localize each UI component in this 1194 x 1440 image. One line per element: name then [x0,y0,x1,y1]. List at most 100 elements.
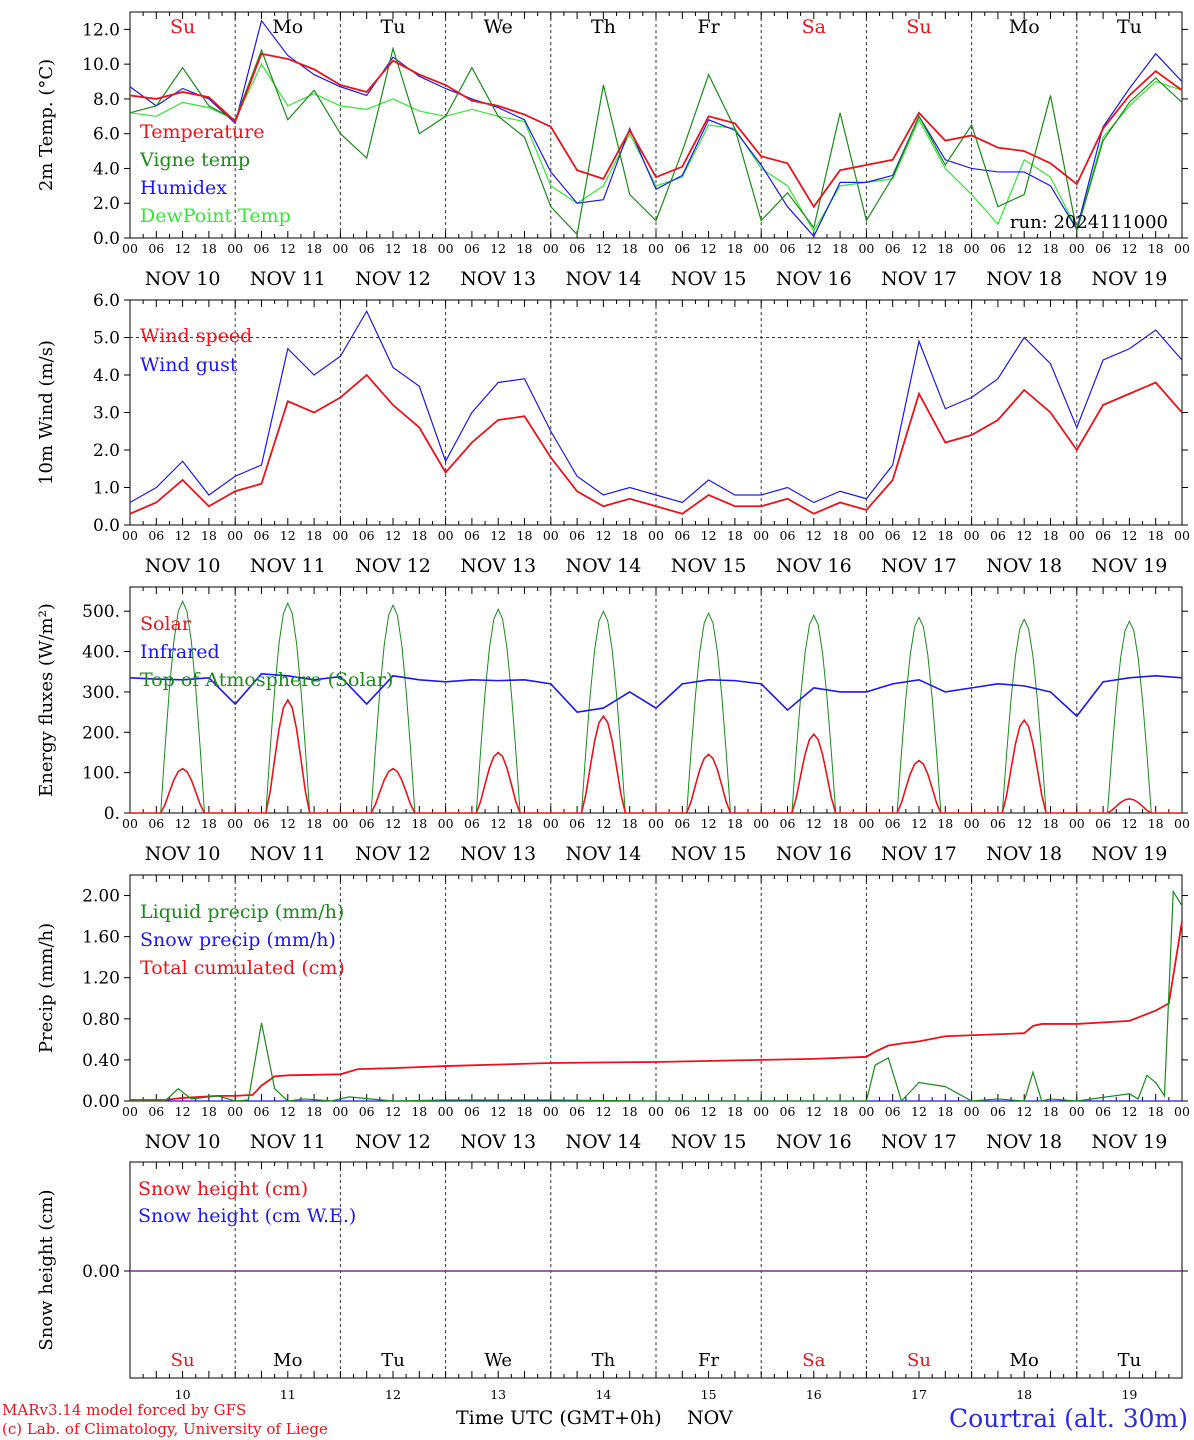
hour-label: 06 [464,816,480,831]
hour-label: 00 [227,1104,243,1119]
date-label: NOV 11 [250,555,326,577]
hour-label: 12 [701,816,717,831]
hour-label: 12 [595,1104,611,1119]
hour-label: 12 [175,528,191,543]
hour-label: 18 [937,241,953,256]
y-tick-label: 5.0 [93,329,120,349]
hour-label: 12 [175,1104,191,1119]
hour-label: 00 [438,528,454,543]
hour-label: 18 [517,1104,533,1119]
hour-label: 18 [517,816,533,831]
hour-label: 06 [148,241,164,256]
hour-label: 18 [411,816,427,831]
legend-entry: Snow height (cm) [138,1178,308,1200]
weekday-label-bottom: Tu [1118,1350,1142,1371]
footer: MARv3.14 model forced by GFS (c) Lab. of… [2,1401,1188,1438]
legend-entry: Liquid precip (mm/h) [140,901,344,923]
date-label: NOV 14 [565,268,641,290]
y-tick-label: 0.00 [82,1262,120,1282]
time-axis-title: Time UTC (GMT+0h) [456,1407,662,1429]
hour-label: 18 [306,528,322,543]
hour-label: 00 [438,241,454,256]
legend-entry: Total cumulated (cm) [140,957,345,979]
hour-label: 06 [674,528,690,543]
weekday-label-top: Mo [1009,16,1040,38]
legend-entry: Snow precip (mm/h) [140,929,336,951]
date-label: NOV 15 [671,268,747,290]
hour-label: 00 [858,241,874,256]
hour-label: 12 [1121,528,1137,543]
day-number-label: 18 [1016,1387,1032,1402]
hour-label: 00 [753,1104,769,1119]
hour-label: 00 [753,241,769,256]
hour-label: 00 [648,1104,664,1119]
hour-label: 06 [359,528,375,543]
legend-entry: Infrared [140,641,220,663]
legend-entry: DewPoint Temp [140,205,291,227]
date-label: NOV 12 [355,1131,431,1153]
hour-label: 12 [595,816,611,831]
hour-label: 18 [1043,241,1059,256]
y-tick-label: 1.20 [82,969,120,989]
hour-label: 06 [464,1104,480,1119]
hour-label: 18 [1043,816,1059,831]
date-label: NOV 13 [460,555,536,577]
hour-label: 06 [254,1104,270,1119]
hour-label: 00 [753,816,769,831]
y-axis-label: 10m Wind (m/s) [36,340,57,485]
date-label: NOV 14 [565,555,641,577]
meteogram-panels: 0.0 2.0 4.0 6.0 8.0 10.0 12.0 2m Temp. (°C) Temp… [36,11,1190,1402]
weekday-label-top: Tu [381,16,406,38]
hour-label: 12 [595,241,611,256]
y-tick-label: 0.00 [82,1092,120,1112]
hour-label: 00 [122,1104,138,1119]
weekday-label-top: Th [591,16,616,38]
date-label: NOV 13 [460,1131,536,1153]
weekday-label-bottom: Tu [381,1350,405,1371]
hour-label: 06 [464,241,480,256]
y-tick-label: 2.0 [93,194,120,214]
hour-label: 06 [254,528,270,543]
y-tick-label: 0. [104,804,120,824]
hour-label: 00 [964,528,980,543]
hour-label: 18 [1148,528,1164,543]
hour-label: 12 [385,1104,401,1119]
date-label: NOV 19 [1091,268,1167,290]
date-label: NOV 18 [986,555,1062,577]
hour-label: 12 [595,528,611,543]
weekday-label-bottom: We [484,1350,512,1371]
y-tick-label: 300. [82,683,120,703]
hour-label: 06 [1095,816,1111,831]
series-temperature-line [129,52,1183,209]
hour-label: 06 [990,528,1006,543]
weekday-label-bottom: Mo [273,1350,302,1371]
date-label: NOV 18 [986,268,1062,290]
panel-precip: 0.00 0.40 0.80 1.20 1.60 2.00 Precip (mm/h) Liq… [36,874,1190,1153]
hour-label: 18 [517,241,533,256]
hour-label: 12 [806,816,822,831]
hour-label: 06 [885,1104,901,1119]
y-tick-label: 8.0 [93,90,120,110]
legend-entry: Top of Atmosphere (Solar) [140,669,393,691]
weekday-label-bottom: Mo [1010,1350,1039,1371]
y-tick-label: 0.80 [82,1010,120,1030]
hour-label: 00 [332,1104,348,1119]
legend-entry: Wind gust [140,354,238,376]
day-number-label: 17 [911,1387,927,1402]
date-label: NOV 18 [986,843,1062,865]
hour-label: 18 [937,528,953,543]
series-vigne-temp-line [129,46,1183,236]
hour-label: 06 [569,1104,585,1119]
legend-entry: Snow height (cm W.E.) [138,1205,356,1227]
date-label: NOV 12 [355,268,431,290]
weekday-labels: Su Su 10 Mo Mo 11 Tu Tu 12 We We 13 Th Th 14 Fr Fr 15 Sa Sa… [170,16,1142,1402]
hour-label: 18 [306,241,322,256]
y-axis-label: Energy fluxes (W/m²) [36,603,57,797]
hour-label: 00 [122,816,138,831]
weekday-label-top: Tu [1117,16,1142,38]
date-label: NOV 11 [250,268,326,290]
hour-label: 00 [438,1104,454,1119]
hour-label: 00 [122,528,138,543]
hour-label: 12 [280,241,296,256]
weekday-label-top: Su [170,16,195,38]
